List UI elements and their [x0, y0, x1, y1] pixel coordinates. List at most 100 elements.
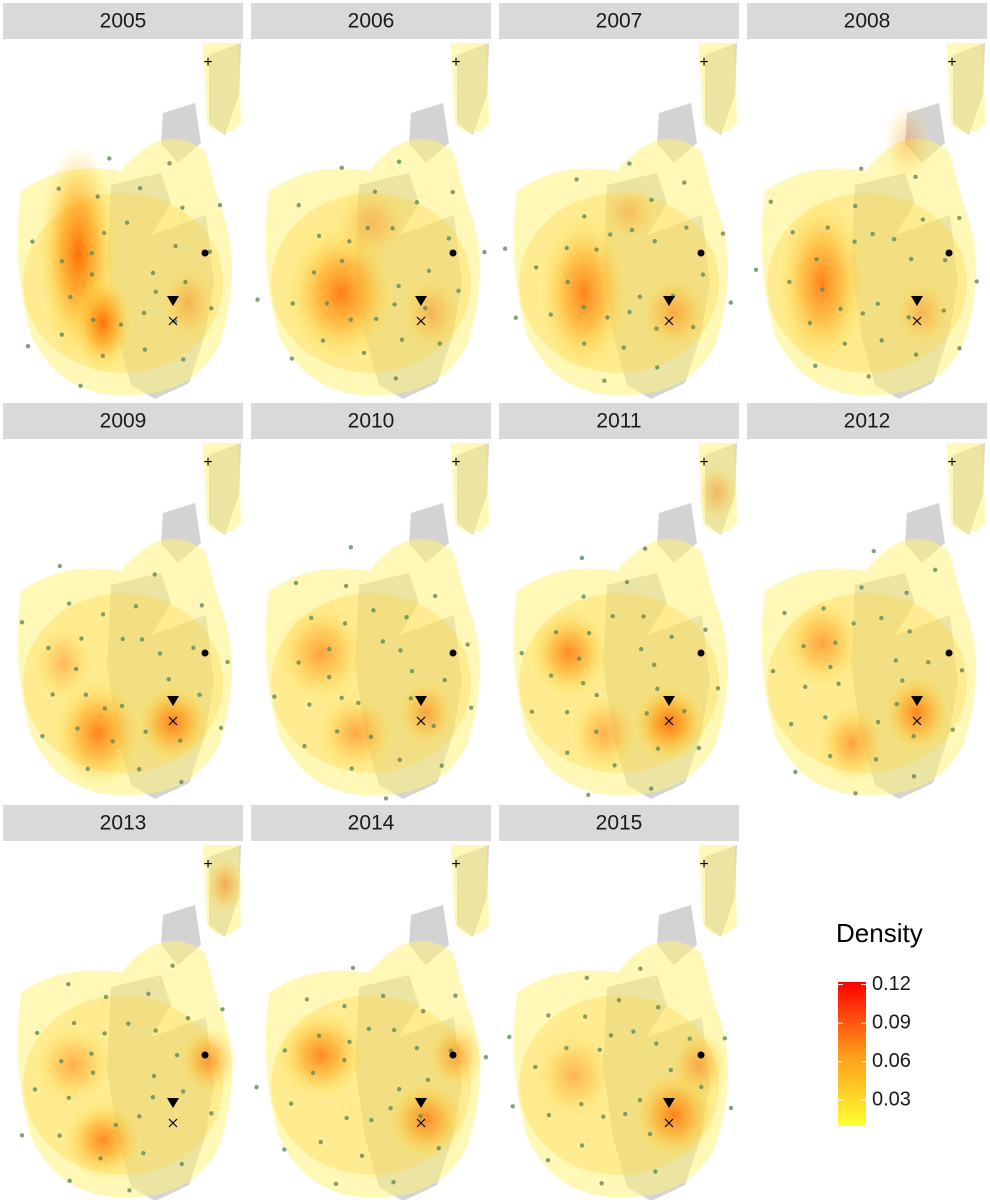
site-point	[282, 1048, 288, 1053]
site-point	[90, 317, 96, 323]
facet-panel: 2009 +	[3, 403, 243, 799]
marker-plus: +	[203, 54, 212, 71]
site-point	[510, 1104, 515, 1109]
site-point	[207, 249, 213, 255]
site-point	[339, 258, 345, 264]
site-point	[453, 993, 458, 998]
site-point	[624, 579, 630, 585]
site-point	[957, 346, 962, 351]
site-point	[425, 1077, 431, 1083]
site-point	[601, 1114, 606, 1119]
site-point	[100, 353, 106, 359]
site-point	[637, 1097, 643, 1103]
site-point	[700, 272, 706, 277]
site-point	[581, 594, 586, 599]
site-point	[59, 258, 65, 264]
site-point	[629, 228, 635, 233]
site-point	[153, 1028, 158, 1033]
site-point	[137, 1114, 142, 1119]
site-point	[342, 621, 348, 626]
site-point	[139, 637, 145, 642]
density-hotspot	[33, 623, 93, 703]
marker-plus: +	[451, 856, 460, 873]
site-point	[83, 692, 89, 697]
site-point	[546, 1013, 551, 1018]
site-point	[431, 723, 436, 729]
site-point	[326, 674, 332, 680]
site-point	[932, 567, 938, 572]
site-point	[655, 746, 661, 751]
site-point	[891, 237, 897, 242]
site-point	[409, 668, 415, 674]
site-point	[218, 725, 224, 731]
density-hotspot	[599, 183, 659, 243]
site-point	[296, 660, 301, 665]
strip-label: 2015	[596, 812, 643, 835]
site-point	[390, 226, 395, 231]
site-point	[113, 1122, 119, 1128]
site-point	[803, 684, 808, 690]
density-hotspot	[135, 683, 211, 763]
site-point	[654, 1041, 659, 1046]
site-point	[637, 294, 643, 299]
site-point	[602, 378, 607, 383]
legend-tick-label: 0.12	[872, 973, 911, 995]
marker-plus: +	[451, 454, 460, 471]
site-point	[564, 1045, 569, 1051]
site-point	[579, 1143, 585, 1148]
site-point	[191, 645, 196, 651]
site-point	[349, 766, 354, 771]
site-point	[465, 642, 470, 647]
site-point	[959, 668, 965, 673]
site-point	[825, 225, 830, 230]
site-point	[334, 729, 340, 734]
site-point	[870, 231, 875, 237]
site-point	[79, 636, 84, 641]
site-point	[85, 766, 90, 772]
site-point	[399, 337, 405, 342]
site-point	[696, 745, 702, 751]
legend-colorbar	[838, 982, 866, 1126]
marker-plus: +	[203, 856, 212, 873]
strip-background	[747, 3, 987, 39]
site-point	[133, 604, 139, 609]
site-point	[98, 1156, 103, 1161]
site-point	[102, 1031, 107, 1036]
site-point	[157, 651, 163, 656]
site-point	[894, 701, 899, 707]
site-point	[173, 243, 178, 249]
site-point	[436, 1146, 441, 1151]
site-point	[582, 1014, 588, 1019]
site-point	[150, 270, 156, 276]
site-point	[170, 963, 175, 968]
density-hotspot	[386, 1080, 466, 1160]
site-point	[153, 289, 159, 294]
density-hotspot	[882, 103, 932, 183]
site-point	[879, 338, 884, 343]
site-point	[507, 1034, 512, 1040]
site-point	[631, 1029, 636, 1034]
site-point	[644, 711, 649, 716]
density-hotspot	[316, 693, 396, 773]
site-point	[827, 753, 833, 759]
strip-background	[251, 3, 491, 39]
site-point	[782, 610, 787, 616]
marker-cross	[416, 1118, 426, 1128]
site-point	[574, 177, 579, 182]
site-point	[324, 301, 330, 306]
site-point	[871, 548, 876, 554]
site-point	[807, 320, 813, 326]
site-point	[30, 239, 35, 244]
site-point	[174, 1052, 180, 1058]
site-point	[95, 194, 100, 199]
site-point	[293, 580, 299, 586]
density-hotspot	[539, 213, 629, 373]
site-point	[699, 1084, 704, 1090]
site-point	[398, 648, 403, 653]
site-point	[682, 709, 687, 714]
density-hotspot	[205, 855, 245, 915]
site-point	[909, 256, 914, 262]
site-point	[397, 757, 402, 763]
site-point	[788, 721, 794, 727]
site-point	[318, 1139, 323, 1145]
